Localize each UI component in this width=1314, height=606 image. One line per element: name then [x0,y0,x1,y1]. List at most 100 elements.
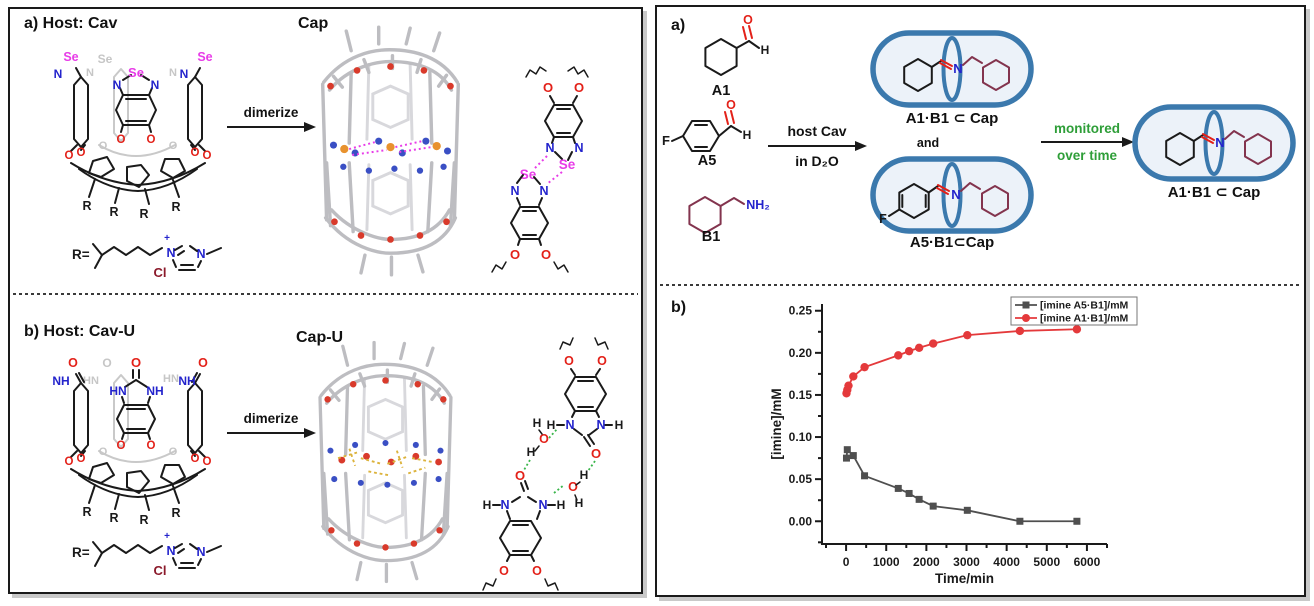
cap-selenium-atoms [340,141,441,154]
r-label: R [171,506,180,520]
top-benzimidazolone [556,368,613,447]
right-panel: a) O H A1 F [655,5,1306,597]
squiggle-bond [525,66,589,78]
capsule-seam [941,162,963,228]
atom-label-o: O [198,356,208,370]
alkyl-chain [92,541,163,567]
data-point [1015,326,1025,336]
atom-label-se: Se [63,50,78,64]
imine-amine-part [960,182,1009,217]
atom-label-n: N [166,246,175,260]
svg-text:H: H [483,498,492,512]
imine-double-bond [936,184,950,195]
conditions-bottom: in D₂O [795,153,839,169]
section-divider [660,284,1301,286]
dimerize-label: dimerize [243,105,299,120]
svg-text:O: O [532,564,542,578]
legend-entry: [imine A1·B1]/mM [1040,313,1129,325]
atom-label-o: O [574,80,584,95]
atom-label-o-faded: O [102,356,111,370]
atom-label-hn-faded: HN [163,373,179,385]
reaction-conditions-block: host Cav in D₂O [767,123,867,169]
imine-double-bond [1201,133,1215,144]
atom-label-f: F [662,133,670,148]
atom-label-nh: NH [146,384,163,398]
carbonyl-double-bond [724,110,735,125]
dimerize-arrow [227,428,316,438]
svg-text:H: H [580,468,589,482]
y-tick-label: 0.15 [789,388,813,402]
conditions-top: host Cav [787,123,847,139]
r-label: R [109,205,118,219]
monitor-bottom-label: over time [1056,148,1118,163]
imidazolium-ring [172,543,222,569]
svg-text:O: O [191,147,200,159]
h-bond-dimer-structure: O O N N H H O H O H [482,337,623,591]
and-label: and [916,136,940,150]
atom-label-n: N [180,67,189,81]
capsule-product: N [1132,104,1296,182]
atom-label-se: Se [520,167,537,182]
svg-text:O: O [65,456,74,468]
r-equals-label: R= [72,247,90,262]
imine-aliphatic-part [903,58,942,92]
x-tick-label: 1000 [873,555,900,569]
capsule1-label: A1·B1 ⊂ Cap [905,110,999,127]
imine-amine-part [1224,130,1272,165]
y-tick-label: 0.25 [789,304,813,318]
svg-text:O: O [147,440,156,452]
r-label: R [139,513,148,527]
se-n-contact-dashes [533,155,563,185]
svg-text:O: O [99,446,108,458]
y-tick-label: 0.20 [789,346,813,360]
svg-text:O: O [117,440,126,452]
cap-nitrogen-atoms [329,137,452,174]
cap-title: Cap [298,15,329,32]
reaction-arrow [768,141,867,151]
data-point [904,346,914,356]
svg-text:O: O [539,432,549,446]
atom-label-n: N [113,78,122,92]
x-tick-label: 6000 [1074,555,1101,569]
section-a-label: a) [671,17,686,34]
data-point [915,495,923,503]
cap-model-inner [365,63,414,232]
cav-u-structure: O HN HN O NH O NH [52,355,211,527]
atom-label-n: N [953,61,962,76]
section-divider [13,293,638,295]
cyclohexane-ring [688,196,745,234]
svg-text:O: O [591,446,601,461]
atom-label-h: H [761,43,770,57]
a1-structure: O H [704,15,770,76]
cap-oxygen-atoms [327,63,454,243]
cavu-center-wall [116,369,156,440]
svg-text:O: O [147,134,156,146]
svg-text:O: O [77,147,86,159]
atom-label-hn-faded: HN [83,375,99,387]
svg-text:O: O [515,468,525,483]
atom-label-o: O [541,247,551,262]
atom-label-se: Se [559,157,576,172]
svg-text:O: O [203,150,212,162]
plus-charge: + [164,531,170,542]
svg-text:O: O [499,564,509,578]
atom-label-n: N [510,184,519,198]
atom-label-o: O [726,99,736,112]
section-a-title: a) Host: Cav [24,15,118,32]
left-panel: a) Host: Cav Cap Se N N Se N Se [8,7,643,594]
data-point [914,343,924,352]
imine-aliphatic-part [1165,132,1204,166]
water-molecule-bottom: H O H [568,468,588,510]
squiggle-bond [491,261,569,273]
r-label: R [139,207,148,221]
r-group-structure: R= + N N Cl [72,233,222,280]
alkyl-chain [92,243,163,269]
atom-label-nh2: NH₂ [746,198,770,212]
data-point [860,362,869,372]
atom-label-n: N [539,184,548,198]
data-point [894,484,902,492]
atom-label-n: N [574,141,583,155]
atom-label-n-faded: N [169,67,177,79]
data-point [849,372,858,381]
r-label: R [171,200,180,214]
